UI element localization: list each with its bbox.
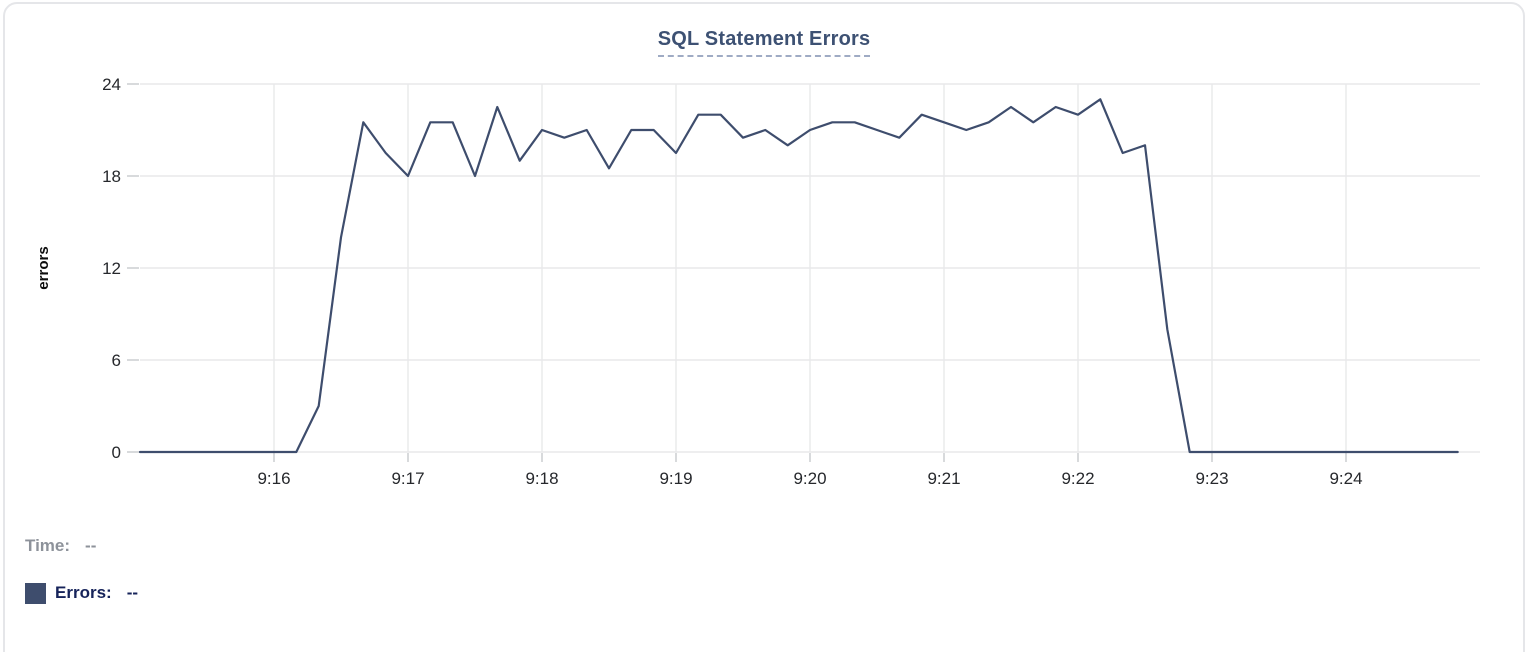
x-axis-tick-label: 9:23 xyxy=(1195,469,1228,488)
tooltip-time-row: Time: -- xyxy=(25,534,138,558)
y-axis-tick-label: 6 xyxy=(112,351,121,370)
tooltip-time-label: Time: xyxy=(25,536,71,555)
x-axis-tick-label: 9:20 xyxy=(793,469,826,488)
y-axis-tick-label: 24 xyxy=(102,75,121,94)
x-axis-tick-label: 9:18 xyxy=(525,469,558,488)
errors-series-swatch xyxy=(25,582,46,604)
x-axis-tick-label: 9:24 xyxy=(1329,469,1362,488)
y-axis-tick-label: 0 xyxy=(112,443,121,462)
y-axis-tick-label: 12 xyxy=(102,259,121,278)
chart-title[interactable]: SQL Statement Errors xyxy=(657,28,871,57)
tooltip-errors-value: -- xyxy=(126,583,139,602)
x-axis-tick-label: 9:16 xyxy=(257,469,290,488)
errors-series-line xyxy=(138,98,1459,454)
errors-line-chart: 0 6 12 18 24 9:16 9:17 9:18 9:19 9:20 9:21 9:22 9:23… xyxy=(35,75,1480,488)
y-axis-title: errors xyxy=(35,246,52,289)
tooltip-errors-label: Errors: xyxy=(55,583,112,602)
x-axis-tick-label: 9:21 xyxy=(927,469,960,488)
x-axis-tick-label: 9:17 xyxy=(391,469,424,488)
legend-errors-row: Errors: -- xyxy=(25,581,138,605)
x-axis-tick-label: 9:22 xyxy=(1061,469,1094,488)
x-axis-tick-label: 9:19 xyxy=(659,469,692,488)
tooltip-readout: Time: -- Errors: -- xyxy=(25,534,138,605)
chart-header: SQL Statement Errors xyxy=(0,28,1528,57)
tooltip-time-value: -- xyxy=(85,536,97,555)
y-axis-tick-label: 18 xyxy=(102,167,121,186)
